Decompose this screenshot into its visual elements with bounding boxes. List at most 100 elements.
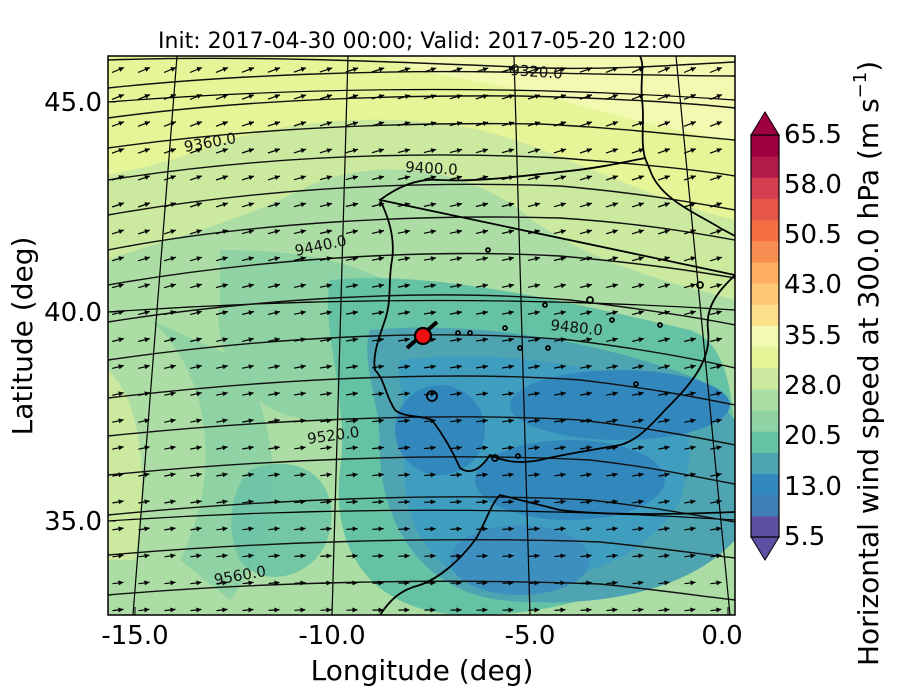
wind-arrow (345, 229, 359, 235)
wind-arrow (346, 445, 358, 451)
wind-arrow (320, 445, 332, 451)
wind-arrow (424, 418, 436, 424)
wind-arrow (267, 256, 281, 262)
wind-arrow (475, 256, 489, 262)
colorbar-segment (751, 240, 779, 263)
wind-arrow (475, 202, 489, 208)
colorbar-segment (751, 388, 779, 411)
wind-arrow (242, 607, 254, 613)
wind-arrow (501, 364, 515, 370)
y-axis-label: Latitude (deg) (6, 237, 39, 436)
wind-arrow (137, 202, 151, 208)
wind-arrow (371, 202, 385, 208)
wind-arrow (606, 580, 618, 586)
wind-arrow (450, 499, 462, 505)
wind-arrow (293, 256, 307, 262)
wind-arrow (268, 553, 280, 559)
wind-arrow (164, 310, 176, 316)
wind-arrow (476, 364, 488, 370)
wind-arrow (163, 202, 177, 208)
wind-arrow (710, 499, 722, 505)
wind-arrow (398, 391, 410, 397)
wind-arrow (319, 94, 333, 100)
wind-arrow (268, 499, 280, 505)
wind-arrow (657, 283, 671, 289)
wind-arrow (346, 391, 358, 397)
wind-arrow (631, 283, 645, 289)
colorbar-tick: 20.5 (784, 421, 842, 451)
marker-circle (413, 326, 433, 346)
wind-arrow (293, 148, 307, 154)
wind-arrow (371, 175, 385, 181)
wind-arrow (528, 580, 540, 586)
wind-arrow (605, 148, 619, 154)
wind-arrow (709, 148, 723, 154)
wind-arrow (450, 418, 462, 424)
wind-arrow (502, 526, 514, 532)
wind-arrow (371, 256, 385, 262)
y-tick-label: 40.0 (44, 298, 102, 328)
wind-arrow (605, 229, 619, 235)
wind-arrow (657, 121, 671, 127)
wind-arrow (605, 94, 619, 100)
wind-arrow (631, 229, 645, 235)
wind-arrow (164, 526, 176, 532)
wind-arrow (423, 283, 437, 289)
wind-arrow (605, 283, 619, 289)
wind-arrow (502, 580, 514, 586)
wind-arrow (475, 283, 489, 289)
wind-arrow (450, 364, 462, 370)
wind-arrow (502, 418, 514, 424)
wind-arrow (423, 121, 437, 127)
wind-arrow (710, 526, 722, 532)
wind-arrow (553, 175, 567, 181)
wind-arrow (684, 445, 696, 451)
wind-arrow (372, 472, 384, 478)
wind-arrow (579, 310, 593, 316)
wind-arrow (137, 148, 151, 154)
wind-arrow (319, 337, 333, 343)
wind-arrow (293, 175, 307, 181)
wind-arrow (293, 283, 307, 289)
wind-arrow (241, 148, 255, 154)
wind-arrow (345, 94, 359, 100)
wind-arrow (501, 337, 515, 343)
colorbar-segment (751, 283, 779, 305)
wind-arrow (684, 499, 696, 505)
wind-arrow (449, 256, 463, 262)
wind-arrow (475, 337, 489, 343)
wind-arrow (710, 553, 722, 559)
wind-arrow (294, 553, 306, 559)
wind-arrow (112, 418, 124, 424)
wind-arrow (138, 526, 150, 532)
iberian-coastline (373, 156, 735, 472)
wind-arrow (580, 445, 592, 451)
wind-arrow (683, 283, 697, 289)
wind-arrow (371, 283, 385, 289)
colorbar-segment (751, 494, 779, 517)
wind-arrow (658, 580, 670, 586)
wind-arrow (372, 607, 384, 613)
wind-arrow (710, 580, 722, 586)
wind-arrow (371, 229, 385, 235)
wind-arrow (632, 526, 644, 532)
wind-arrow (423, 94, 437, 100)
wind-arrow (320, 526, 332, 532)
wind-arrow (527, 94, 541, 100)
wind-arrow (580, 499, 592, 505)
wind-arrow (658, 607, 670, 613)
wind-arrow (190, 364, 202, 370)
wind-arrow (631, 148, 645, 154)
wind-arrow (632, 607, 644, 613)
wind-arrow (606, 472, 618, 478)
wind-arrow (267, 148, 281, 154)
wind-arrow (215, 229, 229, 235)
colorbar-ticks: 65.5 58.0 50.5 43.0 35.5 28.0 20.5 13.0 … (784, 120, 842, 552)
wind-arrow (345, 310, 359, 316)
meridian-line (675, 56, 731, 615)
wind-arrow (242, 445, 254, 451)
y-tick-label: 45.0 (44, 88, 102, 118)
wind-arrow (138, 310, 150, 316)
wind-arrow (579, 337, 593, 343)
wind-arrow (554, 472, 566, 478)
